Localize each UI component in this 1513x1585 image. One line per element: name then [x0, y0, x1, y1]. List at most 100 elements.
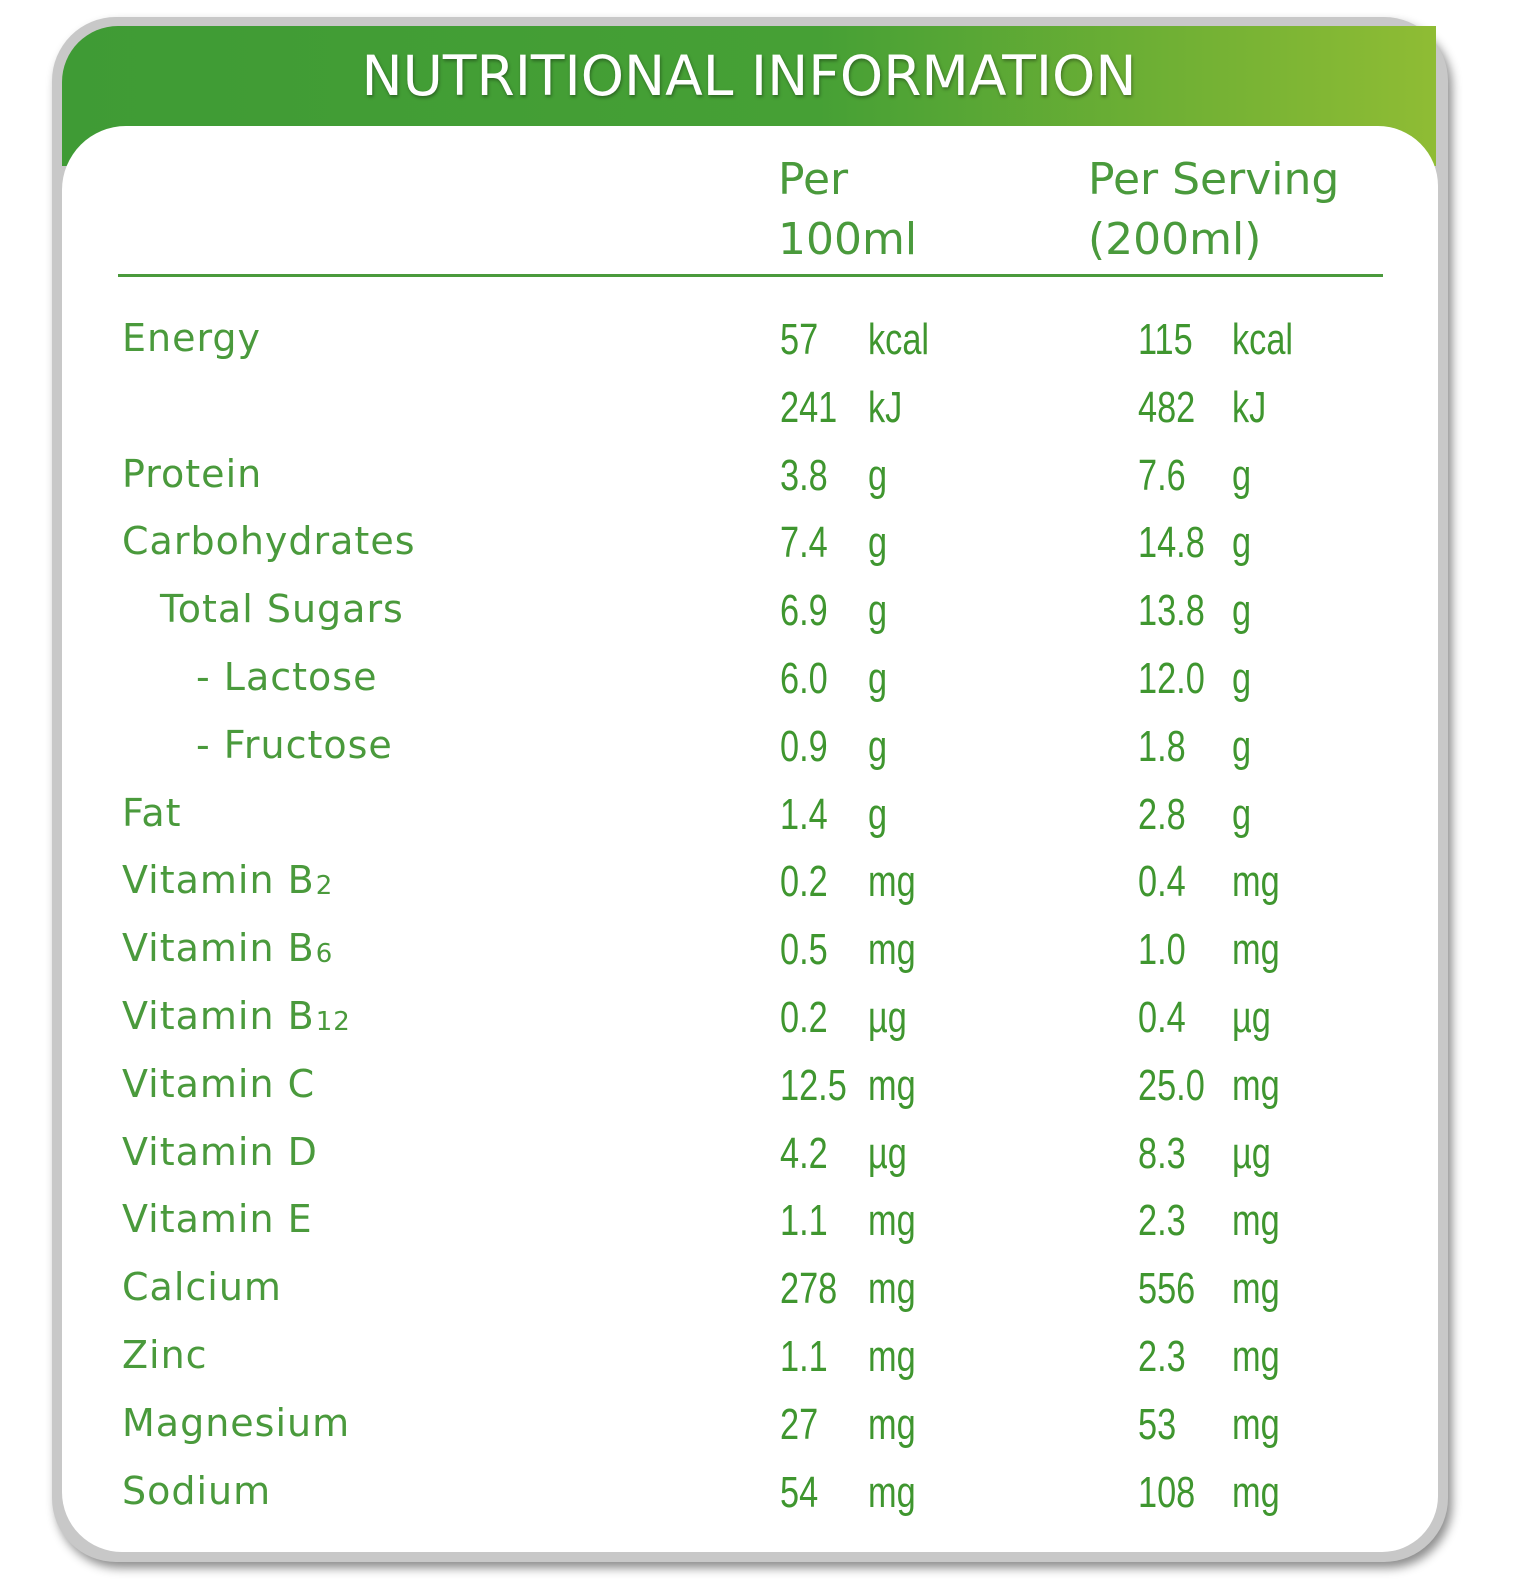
unit-per-serving: µg — [1232, 993, 1271, 1042]
value-per-serving: 0.4 — [1138, 857, 1186, 907]
value-per-100ml: 0.2 — [780, 857, 828, 907]
value-per-100ml: 1.1 — [780, 1332, 828, 1381]
unit-per-100ml: mg — [868, 1332, 916, 1381]
nutrient-name: Total Sugars — [160, 587, 404, 632]
value-per-100ml: 7.4 — [780, 518, 828, 568]
table-row: Vitamin C 12.5 mg 25.0 mg — [0, 1050, 1513, 1118]
nutrient-name: Magnesium — [122, 1400, 351, 1445]
nutrient-label: Zinc — [122, 1321, 208, 1389]
table-row: 241 kJ 482 kJ — [0, 372, 1513, 440]
column-header-line: Per Serving — [1088, 154, 1340, 205]
unit-per-serving: mg — [1232, 1467, 1280, 1517]
column-header-line: Per — [778, 154, 849, 205]
unit-per-serving: g — [1232, 518, 1252, 568]
nutrient-name: Calcium — [122, 1265, 282, 1310]
value-per-serving: 0.4 — [1138, 993, 1186, 1042]
value-per-serving: 8.3 — [1138, 1128, 1186, 1178]
nutrient-label: Vitamin D — [122, 1118, 318, 1186]
nutrient-name: Vitamin E — [122, 1197, 313, 1242]
table-row: Vitamin B12 0.2 µg 0.4 µg — [0, 982, 1513, 1050]
nutrient-label: Carbohydrates — [122, 507, 416, 575]
unit-per-100ml: kcal — [868, 315, 930, 364]
value-per-100ml: 241 — [780, 382, 838, 432]
value-per-serving: 2.3 — [1138, 1332, 1186, 1381]
value-per-100ml: 6.9 — [780, 586, 828, 636]
table-row: Vitamin D 4.2 µg 8.3 µg — [0, 1118, 1513, 1186]
nutrient-name: Protein — [122, 451, 263, 496]
label-body — [62, 126, 1438, 1552]
unit-per-serving: g — [1232, 586, 1252, 636]
nutrient-label: Protein — [122, 440, 262, 508]
value-per-100ml: 0.5 — [780, 925, 828, 975]
nutrient-subscript: 2 — [315, 871, 334, 902]
table-row: Vitamin E 1.1 mg 2.3 mg — [0, 1185, 1513, 1253]
table-row: Magnesium 27 mg 53 mg — [0, 1389, 1513, 1457]
nutrient-label: Sodium — [122, 1457, 271, 1525]
nutrient-name: Fat — [122, 790, 182, 835]
nutrient-name: - Lactose — [196, 655, 378, 699]
value-per-serving: 115 — [1138, 315, 1193, 364]
value-per-100ml: 1.4 — [780, 789, 828, 839]
table-row: - Lactose 6.0 g 12.0 g — [0, 643, 1513, 711]
nutrient-subscript: 12 — [315, 1007, 351, 1037]
nutrient-name: Vitamin B — [122, 926, 315, 971]
value-per-serving: 2.3 — [1138, 1196, 1186, 1246]
unit-per-serving: mg — [1232, 1264, 1280, 1314]
unit-per-100ml: g — [868, 654, 888, 703]
unit-per-100ml: g — [868, 789, 888, 839]
unit-per-100ml: mg — [868, 1264, 916, 1314]
unit-per-100ml: µg — [868, 993, 907, 1042]
value-per-100ml: 0.9 — [780, 721, 828, 771]
table-row: Sodium 54 mg 108 mg — [0, 1457, 1513, 1525]
nutrient-label: Vitamin E — [122, 1185, 313, 1253]
unit-per-serving: mg — [1232, 1399, 1280, 1449]
value-per-serving: 108 — [1138, 1467, 1196, 1517]
nutrient-name: Carbohydrates — [122, 519, 416, 564]
unit-per-100ml: mg — [868, 1196, 916, 1246]
unit-per-serving: mg — [1232, 1332, 1280, 1381]
nutrient-label: Magnesium — [122, 1389, 350, 1457]
table-row: Fat 1.4 g 2.8 g — [0, 779, 1513, 847]
unit-per-serving: kcal — [1232, 315, 1294, 364]
unit-per-100ml: g — [868, 586, 888, 636]
table-row: Vitamin B6 0.5 mg 1.0 mg — [0, 914, 1513, 982]
value-per-serving: 14.8 — [1138, 518, 1205, 568]
table-row: Zinc 1.1 mg 2.3 mg — [0, 1321, 1513, 1389]
unit-per-100ml: mg — [868, 1467, 916, 1517]
nutrient-name: - Fructose — [196, 722, 393, 767]
value-per-100ml: 12.5 — [780, 1060, 847, 1110]
value-per-100ml: 4.2 — [780, 1128, 828, 1178]
nutrient-subscript: 6 — [315, 939, 334, 970]
column-header-line: 100ml — [778, 214, 918, 265]
nutrient-name: Energy — [122, 316, 262, 360]
nutrient-name: Sodium — [122, 1468, 272, 1513]
nutrient-label: Fat — [122, 779, 182, 847]
nutrient-name: Vitamin B — [122, 858, 315, 903]
value-per-100ml: 278 — [780, 1264, 838, 1314]
nutrient-label: - Lactose — [196, 643, 377, 711]
unit-per-100ml: g — [868, 450, 888, 500]
column-header-per-serving: Per Serving (200ml) — [1088, 150, 1339, 270]
table-row: Protein 3.8 g 7.6 g — [0, 440, 1513, 508]
value-per-serving: 2.8 — [1138, 789, 1186, 839]
nutrient-label: Calcium — [122, 1253, 282, 1321]
value-per-serving: 7.6 — [1138, 450, 1186, 500]
table-row: Calcium 278 mg 556 mg — [0, 1253, 1513, 1321]
unit-per-100ml: mg — [868, 857, 916, 907]
column-header-per-100ml: Per 100ml — [778, 150, 917, 270]
value-per-serving: 482 — [1138, 382, 1196, 432]
value-per-100ml: 57 — [780, 315, 819, 364]
value-per-100ml: 3.8 — [780, 450, 828, 500]
value-per-serving: 1.0 — [1138, 925, 1186, 975]
nutrient-label: Energy — [122, 304, 261, 372]
column-header-line: (200ml) — [1088, 214, 1262, 265]
nutrient-name: Zinc — [122, 1333, 208, 1377]
value-per-serving: 53 — [1138, 1399, 1177, 1449]
value-per-100ml: 54 — [780, 1467, 819, 1517]
nutrient-name: Vitamin D — [122, 1129, 318, 1174]
value-per-100ml: 1.1 — [780, 1196, 828, 1246]
nutrient-name: Vitamin C — [122, 1061, 316, 1106]
nutrient-label: Vitamin B12 — [122, 982, 351, 1055]
value-per-serving: 13.8 — [1138, 586, 1205, 636]
page-title: NUTRITIONAL INFORMATION — [361, 44, 1137, 108]
